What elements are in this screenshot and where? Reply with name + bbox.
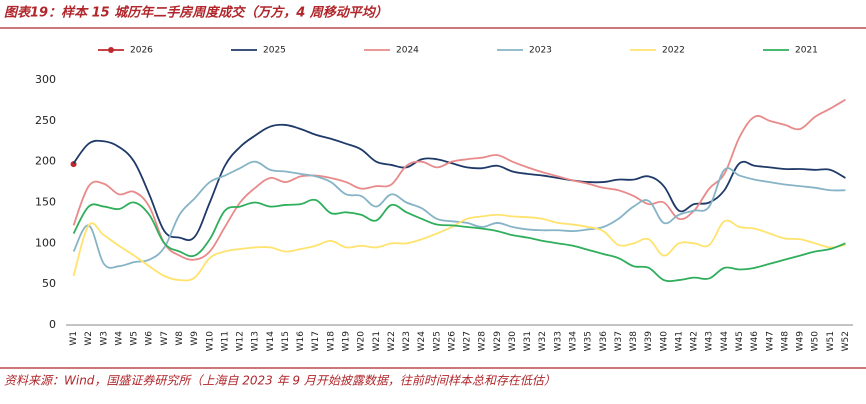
y-tick-label: 150 xyxy=(35,196,56,209)
x-tick-label: W49 xyxy=(796,331,806,352)
legend-label: 2022 xyxy=(662,46,685,56)
x-tick-label: W2 xyxy=(84,331,94,346)
x-tick-label: W25 xyxy=(432,331,442,351)
y-tick-label: 0 xyxy=(49,318,56,331)
x-tick-label: W23 xyxy=(402,331,412,351)
x-tick-label: W37 xyxy=(614,331,624,351)
legend-label: 2021 xyxy=(795,46,818,56)
x-tick-label: W7 xyxy=(160,331,170,346)
x-tick-label: W52 xyxy=(841,331,851,351)
x-tick-label: W6 xyxy=(145,331,155,346)
x-tick-label: W45 xyxy=(735,331,745,351)
x-tick-label: W24 xyxy=(417,331,427,352)
x-tick-label: W9 xyxy=(190,331,200,346)
x-tick-label: W46 xyxy=(750,331,760,352)
x-tick-label: W4 xyxy=(114,331,124,346)
x-tick-label: W29 xyxy=(493,331,503,352)
series-line xyxy=(72,98,846,261)
x-tick-label: W14 xyxy=(266,331,276,352)
series-line xyxy=(72,213,846,282)
x-tick-label: W17 xyxy=(311,331,321,351)
x-tick-label: W40 xyxy=(659,331,669,352)
x-tick-label: W30 xyxy=(508,331,518,352)
x-tick-label: W22 xyxy=(387,331,397,351)
x-tick-label: W5 xyxy=(130,331,140,346)
x-tick-label: W31 xyxy=(523,331,533,351)
y-tick-label: 100 xyxy=(35,236,56,249)
x-tick-label: W51 xyxy=(826,331,836,351)
x-tick-label: W47 xyxy=(765,331,775,351)
x-tick-label: W50 xyxy=(811,331,821,352)
series-line xyxy=(72,160,846,269)
x-tick-label: W48 xyxy=(780,331,790,352)
x-tick-label: W19 xyxy=(341,331,351,352)
x-tick-label: W18 xyxy=(326,331,336,352)
x-tick-label: W34 xyxy=(569,331,579,352)
x-tick-label: W44 xyxy=(720,331,730,352)
y-tick-label: 300 xyxy=(35,73,56,86)
x-tick-label: W16 xyxy=(296,331,306,352)
x-tick-label: W13 xyxy=(251,331,261,351)
x-tick-label: W32 xyxy=(538,331,548,351)
legend-label: 2026 xyxy=(130,46,153,56)
x-tick-label: W42 xyxy=(690,331,700,351)
legend-label: 2023 xyxy=(529,46,552,56)
legend-label: 2024 xyxy=(396,46,419,56)
legend-marker xyxy=(108,47,114,53)
x-tick-label: W15 xyxy=(281,331,291,351)
chart-title: 图表19：样本 15 城历年二手房周度成交（万方，4 周移动平均） xyxy=(4,5,388,21)
x-tick-label: W10 xyxy=(205,331,215,352)
x-tick-label: W43 xyxy=(705,331,715,351)
x-tick-label: W33 xyxy=(553,331,563,351)
x-tick-label: W36 xyxy=(599,331,609,352)
x-tick-label: W39 xyxy=(644,331,654,352)
series-line xyxy=(72,123,846,242)
x-tick-label: W35 xyxy=(584,331,594,351)
x-tick-label: W28 xyxy=(478,331,488,352)
x-tick-label: W38 xyxy=(629,331,639,352)
y-tick-label: 200 xyxy=(35,155,56,168)
x-tick-label: W11 xyxy=(220,331,230,351)
x-tick-label: W20 xyxy=(357,331,367,352)
x-tick-label: W8 xyxy=(175,331,185,346)
y-tick-label: 250 xyxy=(35,114,56,127)
y-tick-label: 50 xyxy=(42,277,56,290)
legend-label: 2025 xyxy=(263,46,286,56)
source-note: 资料来源：Wind，国盛证券研究所（上海自 2023 年 9 月开始披露数据，往… xyxy=(4,374,556,388)
x-tick-label: W21 xyxy=(372,331,382,351)
x-tick-label: W26 xyxy=(447,331,457,352)
x-tick-label: W27 xyxy=(463,331,473,351)
x-tick-label: W3 xyxy=(99,331,109,346)
series-line xyxy=(72,198,846,283)
x-tick-label: W12 xyxy=(236,331,246,351)
x-tick-label: W41 xyxy=(674,331,684,351)
x-tick-label: W1 xyxy=(69,331,79,346)
